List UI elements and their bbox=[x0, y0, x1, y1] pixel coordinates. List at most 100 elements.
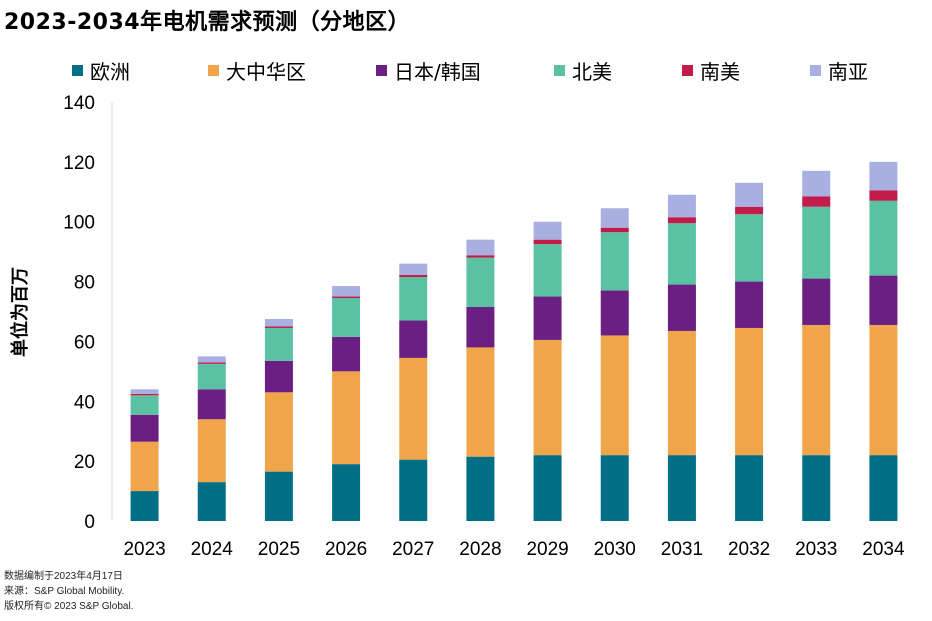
bar-segment bbox=[130, 414, 159, 442]
bar-segment bbox=[332, 298, 361, 337]
bar-segment bbox=[130, 393, 159, 396]
bar-segment bbox=[735, 214, 764, 282]
bar-segment bbox=[332, 336, 361, 372]
bar-segment bbox=[600, 232, 629, 291]
bar-segment bbox=[802, 196, 831, 207]
legend-swatch-europe bbox=[72, 65, 83, 76]
bar-segment bbox=[197, 419, 226, 483]
bar-segment bbox=[332, 286, 361, 297]
bar-segment bbox=[466, 307, 495, 348]
bar-segment bbox=[130, 395, 159, 415]
bar-segment bbox=[533, 221, 562, 240]
legend-swatch-south-asia bbox=[810, 65, 821, 76]
legend-label-greater-china: 大中华区 bbox=[226, 60, 306, 84]
bar-segment bbox=[197, 362, 226, 364]
legend-item-japan-korea: 日本/韩国 bbox=[376, 56, 481, 85]
bar-segment bbox=[264, 318, 293, 327]
legend-label-south-asia: 南亚 bbox=[828, 60, 868, 84]
legend-label-south-america: 南美 bbox=[700, 60, 740, 84]
bar-segment bbox=[130, 389, 159, 394]
bar-segment bbox=[332, 464, 361, 521]
bar-segment bbox=[667, 455, 696, 521]
bar-segment bbox=[399, 277, 428, 321]
bar-segment bbox=[466, 456, 495, 521]
x-tick-label: 2031 bbox=[661, 539, 703, 560]
y-tick-label: 100 bbox=[63, 213, 95, 234]
legend-swatch-north-america bbox=[554, 65, 565, 76]
bar-segment bbox=[802, 455, 831, 521]
bar-segment bbox=[264, 327, 293, 361]
y-tick-label: 20 bbox=[74, 452, 95, 473]
bar-segment bbox=[399, 357, 428, 460]
y-tick-label: 40 bbox=[74, 392, 95, 413]
bar-segment bbox=[735, 327, 764, 456]
bar-segment bbox=[869, 161, 898, 191]
bar-segment bbox=[600, 208, 629, 228]
bar-segment bbox=[533, 455, 562, 521]
bar-segment bbox=[667, 223, 696, 285]
bar-segment bbox=[264, 392, 293, 472]
x-tick-label: 2027 bbox=[392, 539, 434, 560]
bar-segment bbox=[264, 326, 293, 328]
bar-segment bbox=[533, 296, 562, 340]
y-tick-label: 60 bbox=[74, 332, 95, 353]
bar-segment bbox=[667, 194, 696, 218]
bar-segment bbox=[802, 324, 831, 456]
x-tick-label: 2030 bbox=[594, 539, 636, 560]
legend-label-europe: 欧洲 bbox=[90, 60, 130, 84]
bar-segment bbox=[466, 239, 495, 256]
bar-segment bbox=[735, 182, 764, 207]
x-tick-label: 2028 bbox=[459, 539, 501, 560]
footer-source: 来源：S&P Global Mobility. bbox=[4, 586, 125, 597]
x-tick-label: 2034 bbox=[862, 539, 905, 560]
bar-segment bbox=[667, 217, 696, 224]
bar-segment bbox=[533, 239, 562, 245]
legend-item-south-america: 南美 bbox=[682, 56, 740, 85]
bar-segment bbox=[802, 206, 831, 279]
legend-item-greater-china: 大中华区 bbox=[208, 56, 306, 85]
y-tick-label: 80 bbox=[74, 273, 95, 294]
bar-segment bbox=[735, 455, 764, 521]
bar-segment bbox=[533, 244, 562, 297]
bar-segment bbox=[332, 296, 361, 299]
bar-segment bbox=[399, 274, 428, 278]
bar-segment bbox=[667, 284, 696, 331]
bar-segment bbox=[399, 320, 428, 358]
bar-segment bbox=[600, 290, 629, 336]
bar-segment bbox=[197, 389, 226, 420]
legend-label-japan-korea: 日本/韩国 bbox=[394, 60, 481, 84]
bar-segment bbox=[600, 455, 629, 521]
legend-item-south-asia: 南亚 bbox=[810, 56, 868, 85]
legend-item-north-america: 北美 bbox=[554, 56, 612, 85]
y-tick-label: 0 bbox=[84, 512, 95, 533]
legend-label-north-america: 北美 bbox=[572, 60, 612, 84]
y-tick-label: 140 bbox=[63, 93, 95, 114]
bar-segment bbox=[264, 471, 293, 521]
footer-compiled-date: 数据编制于2023年4月17日 bbox=[4, 571, 123, 582]
chart-legend: 欧洲 大中华区 日本/韩国 北美 南美 南亚 bbox=[72, 56, 932, 84]
legend-swatch-greater-china bbox=[208, 65, 219, 76]
x-tick-label: 2033 bbox=[795, 539, 837, 560]
y-tick-label: 120 bbox=[63, 153, 95, 174]
x-tick-label: 2023 bbox=[123, 539, 165, 560]
bar-segment bbox=[466, 255, 495, 258]
bar-segment bbox=[802, 278, 831, 325]
x-tick-label: 2029 bbox=[526, 539, 568, 560]
bar-segment bbox=[869, 200, 898, 276]
bar-segment bbox=[197, 363, 226, 390]
bar-segment bbox=[399, 459, 428, 521]
bar-segment bbox=[130, 441, 159, 492]
bar-segment bbox=[869, 275, 898, 325]
bar-segment bbox=[869, 455, 898, 521]
legend-swatch-south-america bbox=[682, 65, 693, 76]
x-tick-label: 2024 bbox=[191, 539, 234, 560]
bar-segment bbox=[466, 347, 495, 457]
bar-segment bbox=[399, 263, 428, 275]
bar-segment bbox=[869, 324, 898, 456]
footer-copyright: 版权所有© 2023 S&P Global. bbox=[4, 601, 134, 612]
bar-segment bbox=[197, 482, 226, 521]
bar-segment bbox=[735, 206, 764, 215]
chart-title: 2023-2034年电机需求预测（分地区） bbox=[4, 10, 411, 35]
bar-segment bbox=[466, 257, 495, 308]
